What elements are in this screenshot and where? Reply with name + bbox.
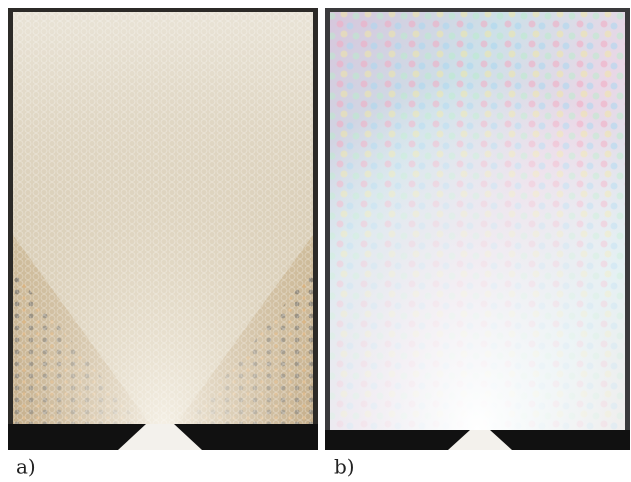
panel-label: b)	[334, 455, 355, 479]
panel-b	[325, 8, 630, 450]
panel-a	[8, 8, 318, 450]
panel-label: a)	[16, 455, 36, 479]
figure: a) b)	[0, 0, 631, 482]
hex-lattice	[13, 12, 313, 424]
flow-fan	[330, 12, 625, 430]
